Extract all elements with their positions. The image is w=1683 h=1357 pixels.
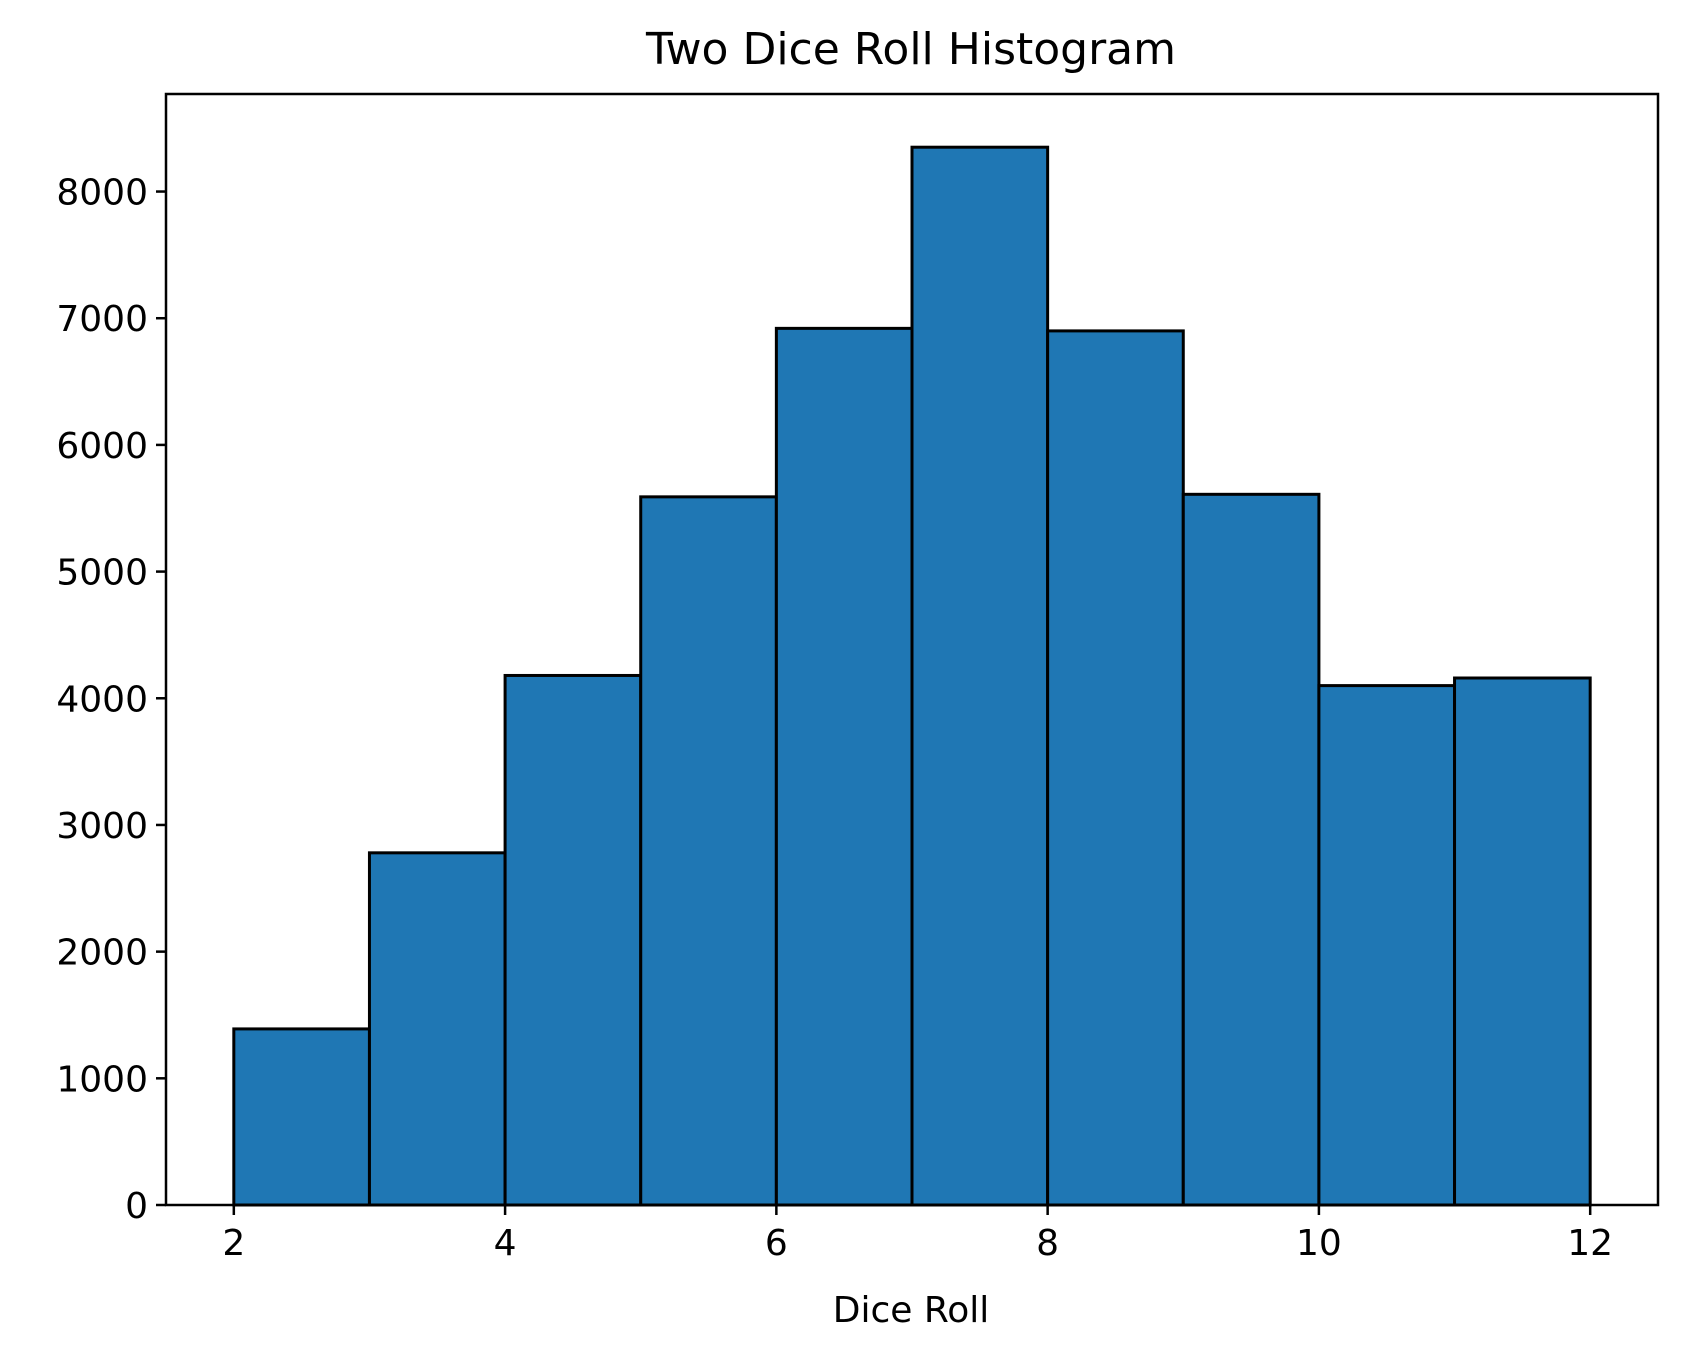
y-tick-label: 6000 [56, 426, 148, 467]
y-axis-ticks: 0 1000 2000 3000 4000 5000 6000 7000 8000 [56, 173, 166, 1227]
x-axis-label: Dice Roll [833, 1290, 990, 1331]
x-tick-label: 10 [1296, 1223, 1342, 1264]
x-tick-label: 6 [765, 1223, 788, 1264]
histogram-bar-7 [1046, 329, 1185, 1207]
plot-frame [164, 92, 1660, 1207]
y-tick-label: 0 [125, 1186, 148, 1227]
y-tick-label: 2000 [56, 933, 148, 974]
histogram-bar-2 [367, 851, 507, 1207]
histogram-bar-6 [910, 145, 1050, 1207]
histogram-bar-9 [1317, 684, 1457, 1207]
y-tick-label: 4000 [56, 679, 148, 720]
histogram-bar-5 [774, 326, 914, 1207]
histogram-bar-4 [639, 495, 778, 1207]
histogram-bar-3 [503, 673, 643, 1207]
y-tick-label: 5000 [56, 553, 148, 594]
histogram-bar-8 [1181, 492, 1321, 1207]
histogram-bar-1 [232, 1027, 371, 1207]
x-tick-label: 12 [1567, 1223, 1613, 1264]
bars-group [232, 145, 1592, 1207]
y-tick-label: 8000 [56, 173, 148, 214]
y-tick-label: 3000 [56, 806, 148, 847]
chart-title: Two Dice Roll Histogram [645, 24, 1176, 75]
histogram-bar-10 [1453, 676, 1592, 1207]
y-tick-label: 7000 [56, 299, 148, 340]
x-tick-label: 4 [494, 1223, 517, 1264]
x-axis-ticks: 2 4 6 8 10 12 [222, 1205, 1613, 1264]
y-tick-label: 1000 [56, 1059, 148, 1100]
x-tick-label: 2 [222, 1223, 245, 1264]
x-tick-label: 8 [1036, 1223, 1059, 1264]
